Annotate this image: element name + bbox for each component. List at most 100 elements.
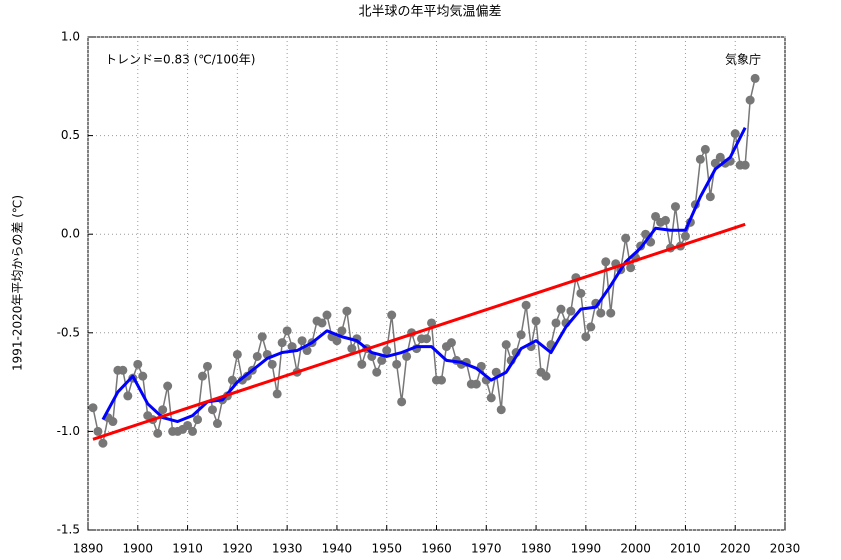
chart-title: 北半球の年平均気温偏差: [358, 4, 501, 20]
data-point: [651, 211, 661, 221]
x-tick-label: 1990: [571, 542, 602, 556]
data-point: [272, 389, 282, 399]
data-point: [118, 365, 128, 375]
data-point: [471, 379, 481, 389]
data-point: [153, 428, 163, 438]
data-point: [601, 257, 611, 267]
data-point: [372, 367, 382, 377]
data-point: [322, 310, 332, 320]
y-tick-label: -1.0: [57, 424, 80, 438]
data-point: [626, 263, 636, 273]
data-point: [427, 318, 437, 328]
data-point: [207, 405, 217, 415]
data-point: [227, 375, 237, 385]
data-point: [392, 359, 402, 369]
trend-annotation: トレンド=0.83 (℃/100年): [105, 53, 255, 67]
x-tick-label: 1890: [73, 542, 104, 556]
data-point: [332, 336, 342, 346]
data-point: [347, 344, 357, 354]
data-point: [138, 371, 148, 381]
data-point: [491, 367, 501, 377]
data-point: [496, 405, 506, 415]
y-tick-label: 0.5: [61, 128, 80, 142]
data-point: [88, 403, 98, 413]
data-point: [581, 332, 591, 342]
data-point: [700, 144, 710, 154]
x-tick-label: 1910: [172, 542, 203, 556]
x-tick-label: 2010: [670, 542, 701, 556]
data-point: [277, 338, 287, 348]
x-tick-label: 1980: [521, 542, 552, 556]
data-point: [556, 304, 566, 314]
data-point: [566, 306, 576, 316]
data-point: [730, 129, 740, 139]
x-tick-label: 1960: [421, 542, 452, 556]
plot-frame: [87, 36, 786, 531]
x-tick-label: 2030: [770, 542, 801, 556]
y-tick-label: -1.5: [57, 523, 80, 537]
x-tick-label: 2020: [720, 542, 751, 556]
series-line: [92, 222, 746, 441]
y-tick-label: 1.0: [61, 30, 80, 44]
x-tick-label: 1930: [272, 542, 303, 556]
x-tick-label: 1970: [471, 542, 502, 556]
data-point: [436, 375, 446, 385]
data-point: [202, 361, 212, 371]
data-point: [621, 233, 631, 243]
data-point: [387, 310, 397, 320]
data-point: [133, 359, 143, 369]
series-line: [92, 78, 756, 444]
x-tick-label: 1950: [371, 542, 402, 556]
data-point: [531, 316, 541, 326]
data-point: [93, 426, 103, 436]
data-point: [486, 393, 496, 403]
data-point: [267, 359, 277, 369]
data-point: [382, 346, 392, 356]
data-point: [516, 330, 526, 340]
data-point: [188, 426, 198, 436]
data-point: [342, 306, 352, 316]
data-point: [198, 371, 208, 381]
x-tick-label: 2000: [620, 542, 651, 556]
x-tick-label: 1940: [322, 542, 353, 556]
data-point: [108, 417, 118, 427]
data-point: [745, 95, 755, 105]
data-point: [446, 338, 456, 348]
data-point: [193, 415, 203, 425]
data-point: [257, 332, 267, 342]
data-point: [302, 346, 312, 356]
source-annotation: 気象庁: [725, 52, 761, 67]
data-point: [521, 300, 531, 310]
data-point: [715, 152, 725, 162]
data-point: [501, 340, 511, 350]
data-point: [163, 381, 173, 391]
data-point: [232, 349, 242, 359]
data-point: [183, 420, 193, 430]
data-point: [695, 154, 705, 164]
data-point: [337, 326, 347, 336]
data-point: [541, 371, 551, 381]
data-point: [357, 359, 367, 369]
x-tick-label: 1920: [222, 542, 253, 556]
data-point: [402, 351, 412, 361]
data-point: [252, 351, 262, 361]
data-point: [98, 438, 108, 448]
data-point: [422, 334, 432, 344]
y-tick-label: 0.0: [61, 227, 80, 241]
data-point: [596, 308, 606, 318]
data-point: [606, 308, 616, 318]
data-point: [287, 342, 297, 352]
data-point: [317, 318, 327, 328]
data-point: [297, 336, 307, 346]
data-point: [586, 322, 596, 332]
data-point: [740, 160, 750, 170]
data-point: [212, 419, 222, 429]
data-point: [158, 405, 168, 415]
data-point: [661, 215, 671, 225]
y-axis-label: 1991-2020年平均からの差 (℃): [11, 195, 25, 371]
data-point: [282, 326, 292, 336]
data-point: [123, 391, 133, 401]
data-point: [397, 397, 407, 407]
data-point: [377, 355, 387, 365]
